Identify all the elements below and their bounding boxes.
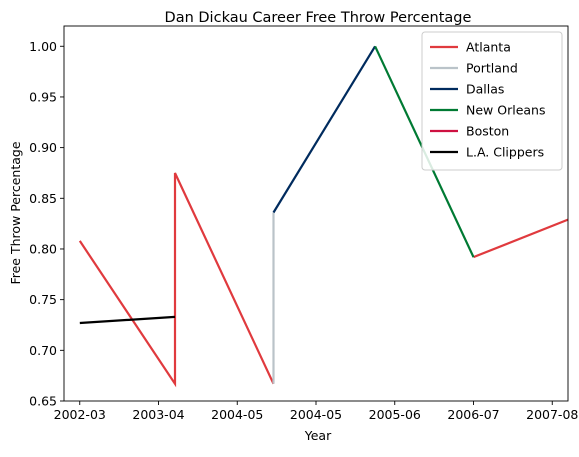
y-tick-label: 0.65 — [29, 394, 57, 409]
x-axis: 2002-03 2003-04 2004-05 2004-05 2005-06 2006-… — [54, 401, 578, 422]
legend-label: New Orleans — [466, 103, 545, 118]
x-tick-label: 2003-04 — [132, 407, 184, 422]
legend-label: Boston — [466, 124, 509, 139]
series-line-l-a-clippers-0 — [79, 315, 176, 325]
chart-title: Dan Dickau Career Free Throw Percentage — [165, 10, 472, 26]
y-tick-label: 1.00 — [29, 39, 57, 54]
series-line-dallas-0 — [272, 45, 377, 214]
series-line-atlanta-1 — [473, 218, 569, 259]
y-tick-label: 0.95 — [29, 89, 57, 104]
legend-label: Atlanta — [466, 40, 511, 55]
y-axis-label: Free Throw Percentage — [8, 141, 23, 284]
series-line-atlanta-0 — [78, 172, 275, 388]
y-tick-label: 0.70 — [29, 343, 57, 358]
x-tick-label: 2007-08 — [526, 407, 578, 422]
x-tick-label: 2004-05 — [290, 407, 342, 422]
plot-frame — [63, 25, 569, 402]
x-tick-label: 2004-05 — [211, 407, 263, 422]
y-axis: 0.65 0.70 0.75 0.80 0.85 0.90 0.95 1.00 — [29, 39, 64, 409]
legend-label: Portland — [466, 61, 518, 76]
x-tick-label: 2002-03 — [54, 407, 106, 422]
y-tick-label: 0.75 — [29, 292, 57, 307]
legend-box — [421, 31, 563, 171]
x-tick-label: 2005-06 — [369, 407, 421, 422]
y-tick-label: 0.85 — [29, 191, 57, 206]
y-tick-label: 0.90 — [29, 140, 57, 155]
x-axis-label: Year — [304, 428, 332, 443]
y-tick-label: 0.80 — [29, 241, 57, 256]
legend-label: L.A. Clippers — [466, 145, 544, 160]
legend: Atlanta Portland Dallas New Orleans Boston L.… — [421, 31, 563, 171]
legend-label: Dallas — [466, 82, 504, 97]
x-tick-label: 2006-07 — [447, 407, 499, 422]
